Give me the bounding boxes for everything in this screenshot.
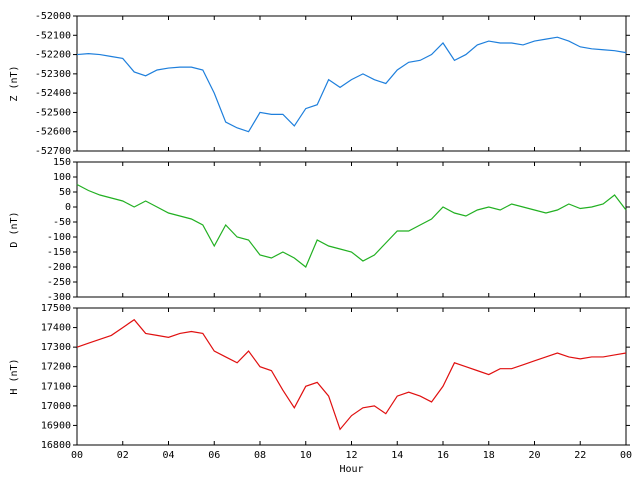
x-tick-label: 22	[574, 450, 586, 461]
y-tick-label: 17500	[41, 303, 71, 314]
y-tick-label: -52000	[35, 11, 71, 22]
y-tick-label: -100	[47, 232, 71, 243]
y-tick-label: 50	[59, 187, 71, 198]
x-tick-label: 18	[483, 450, 495, 461]
y-tick-label: 16900	[41, 420, 71, 431]
y-tick-label: 17100	[41, 381, 71, 392]
x-tick-label: 12	[345, 450, 357, 461]
data-line	[76, 318, 627, 431]
x-tick-label: 00	[71, 450, 83, 461]
panel-frame	[76, 161, 627, 298]
x-tick-label: 16	[437, 450, 449, 461]
y-tick-label: 150	[53, 157, 71, 168]
y-tick-label: -200	[47, 262, 71, 273]
x-tick-label: 10	[300, 450, 312, 461]
y-tick-label: -52600	[35, 127, 71, 138]
y-tick-label: 17400	[41, 323, 71, 334]
y-tick-label: -52400	[35, 88, 71, 99]
y-tick-label: -250	[47, 277, 71, 288]
x-axis-label: Hour	[339, 464, 363, 475]
y-tick-label: 0	[65, 202, 71, 213]
panel-frame	[76, 307, 627, 446]
x-tick-label: 00	[620, 450, 632, 461]
y-tick-label: -300	[47, 292, 71, 303]
x-tick-label: 04	[162, 450, 174, 461]
y-tick-label: -52500	[35, 107, 71, 118]
y-axis-label: H (nT)	[9, 358, 20, 394]
panel-frame	[76, 15, 627, 152]
y-tick-label: 16800	[41, 440, 71, 451]
x-tick-label: 20	[528, 450, 540, 461]
y-tick-label: -52700	[35, 146, 71, 157]
y-tick-label: -50	[53, 217, 71, 228]
x-tick-label: 14	[391, 450, 403, 461]
y-tick-label: -52200	[35, 50, 71, 61]
y-tick-label: -52300	[35, 69, 71, 80]
x-tick-label: 06	[208, 450, 220, 461]
y-axis-label: Z (nT)	[9, 65, 20, 101]
y-tick-label: -150	[47, 247, 71, 258]
y-tick-label: 100	[53, 172, 71, 183]
y-tick-label: 17200	[41, 362, 71, 373]
data-line	[76, 36, 627, 133]
x-tick-label: 08	[254, 450, 266, 461]
data-line	[76, 183, 627, 268]
y-tick-label: 17300	[41, 342, 71, 353]
x-tick-label: 02	[117, 450, 129, 461]
y-tick-label: 17000	[41, 401, 71, 412]
y-tick-label: -52100	[35, 30, 71, 41]
y-axis-label: D (nT)	[9, 211, 20, 247]
